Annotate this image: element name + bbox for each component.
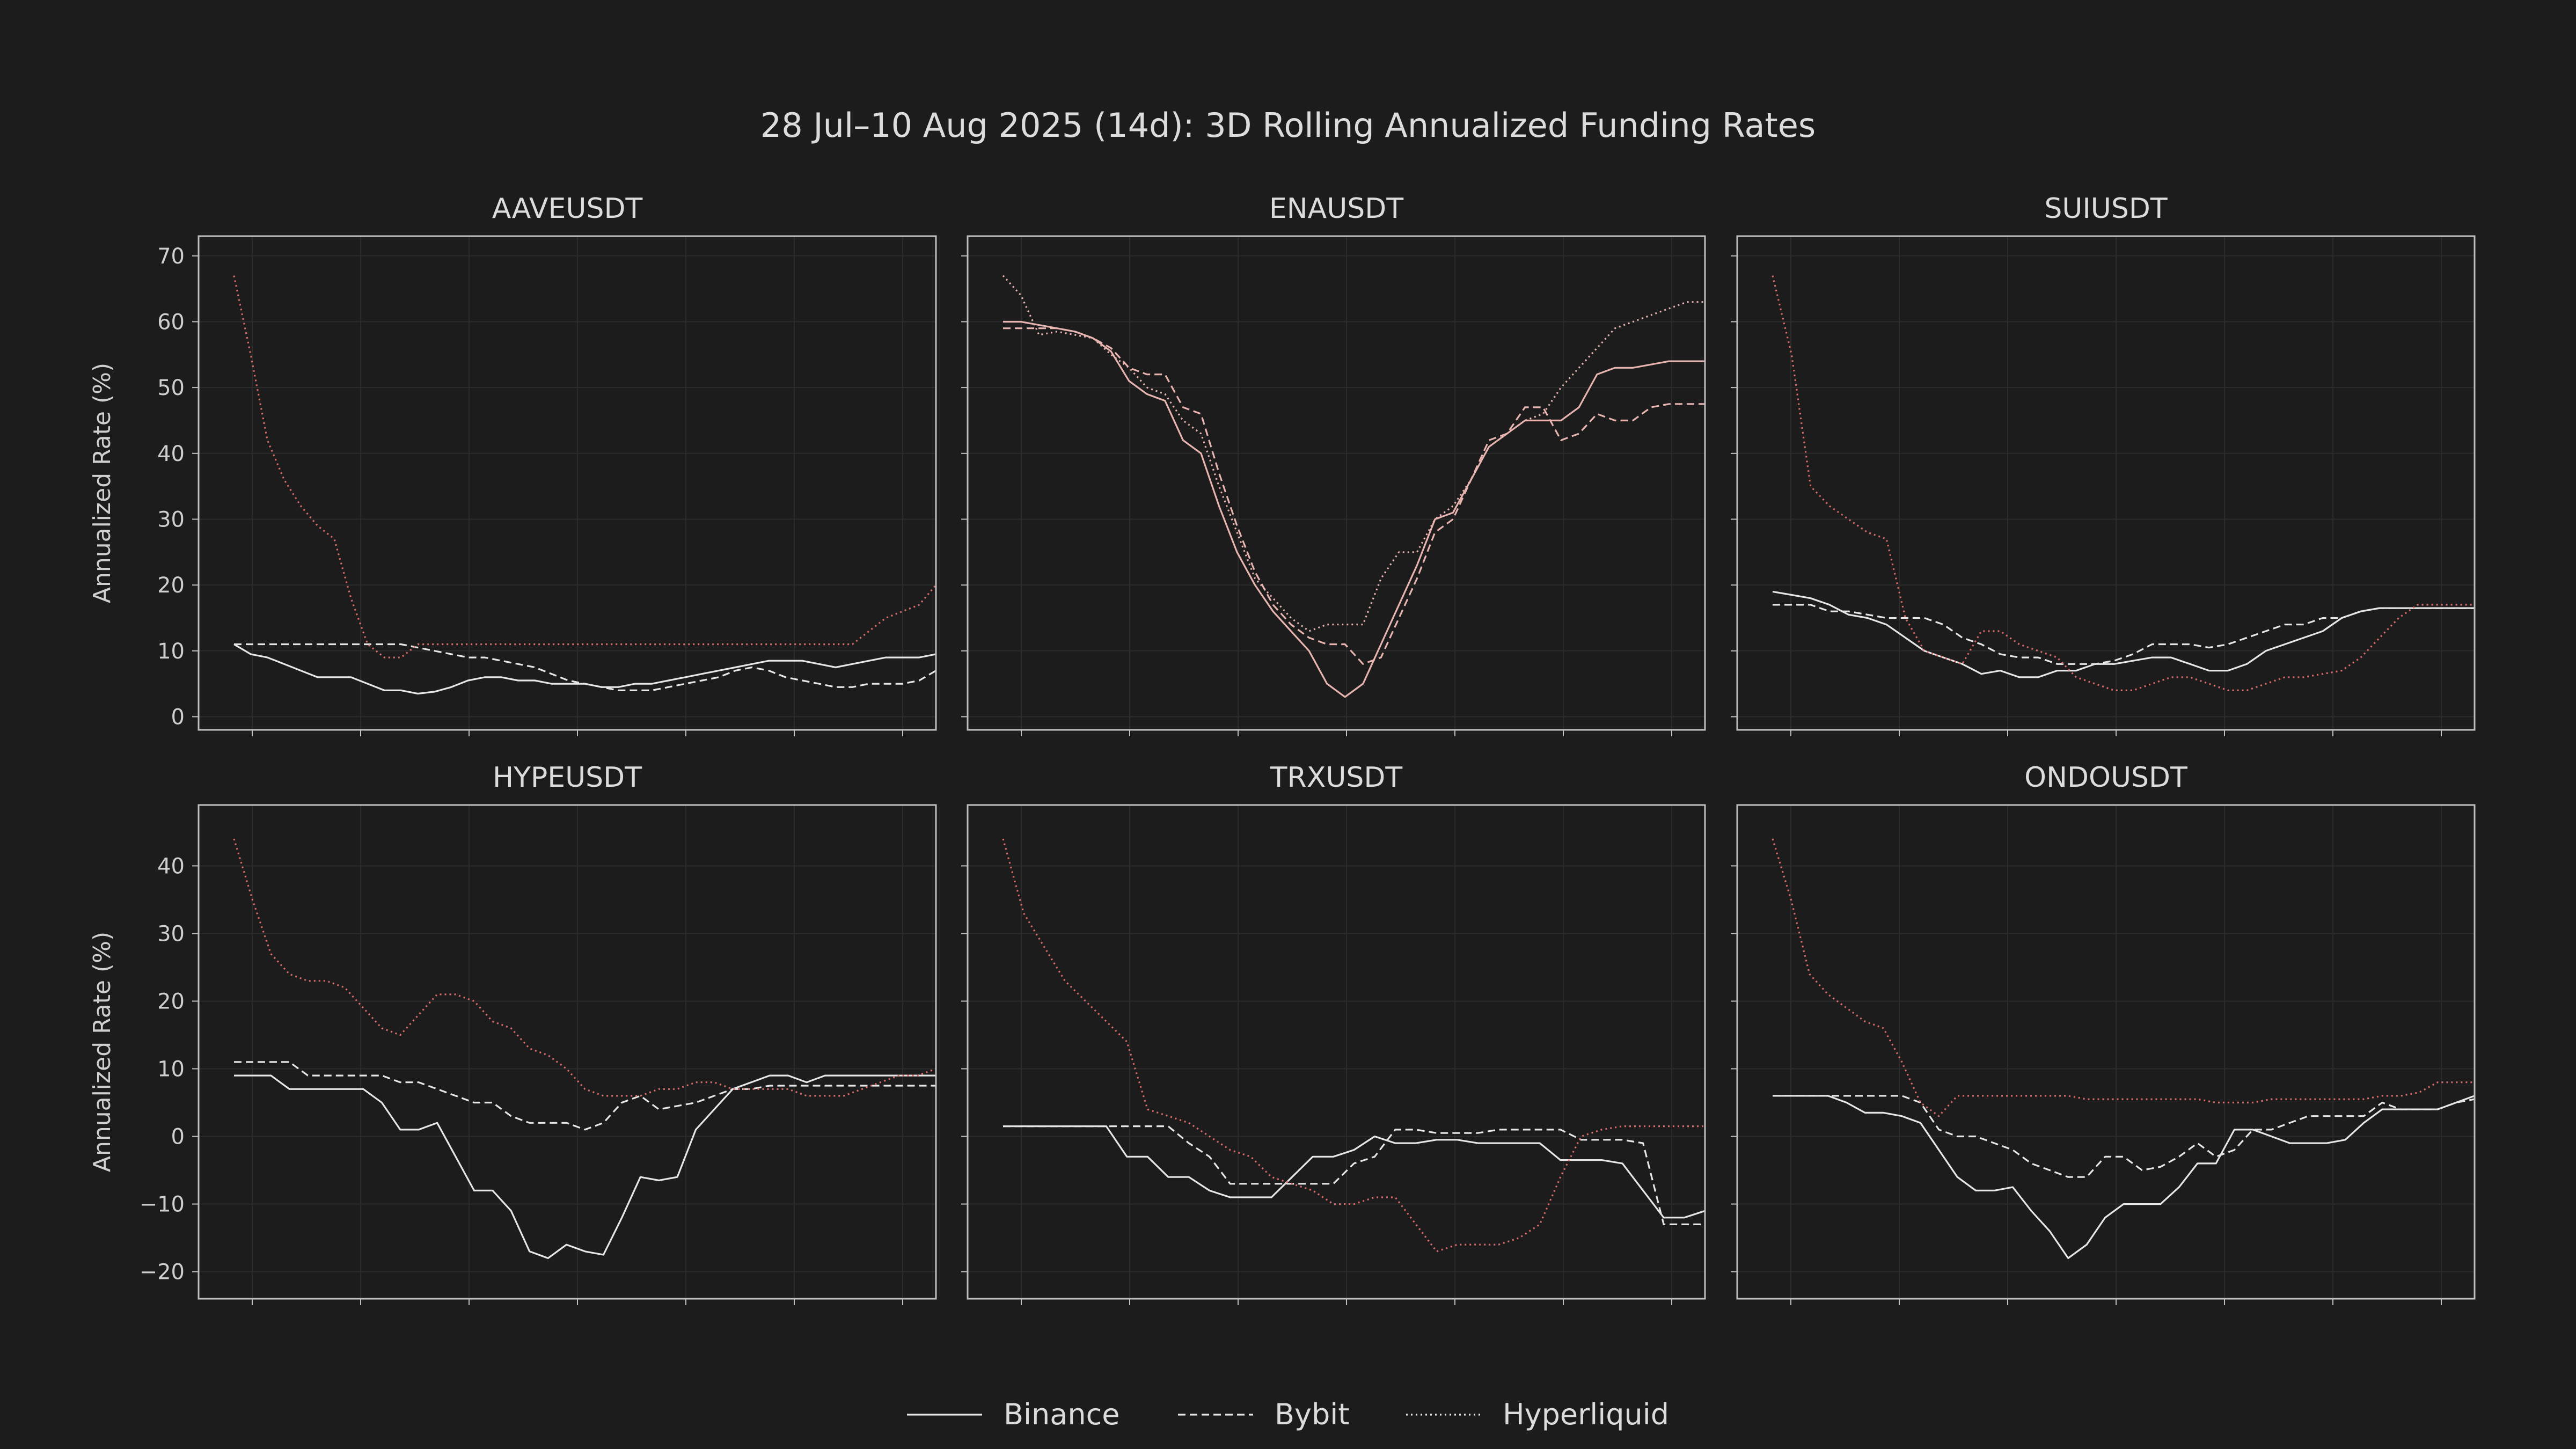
legend-label: Binance xyxy=(1004,1397,1120,1431)
series-line-binance xyxy=(1003,1125,1706,1219)
series-line-bybit xyxy=(234,1061,936,1131)
legend-item-bybit: Bybit xyxy=(1178,1397,1349,1431)
y-tick-label: 50 xyxy=(157,376,185,400)
legend-item-hyperliquid: Hyperliquid xyxy=(1406,1397,1669,1431)
y-tick-label: 0 xyxy=(171,705,185,729)
y-tick-label: 30 xyxy=(157,921,185,946)
legend-item-binance: Binance xyxy=(907,1397,1120,1431)
panel-frame xyxy=(1736,804,2476,1300)
y-tick-label: 20 xyxy=(157,573,185,598)
series-line-binance xyxy=(1003,320,1705,698)
panel-frame xyxy=(197,235,937,731)
y-tick-label: 10 xyxy=(157,1057,185,1082)
panel-ondousdt: ONDOUSDT xyxy=(1731,762,2476,1305)
y-tick-label: 70 xyxy=(157,244,185,269)
panel-frame xyxy=(967,804,1706,1300)
panel-hypeusdt: HYPEUSDT −20 −10 0 10 20 30 40 Annualized Rate (… xyxy=(89,762,937,1305)
y-tick-label: 40 xyxy=(157,854,185,879)
legend: Binance Bybit Hyperliquid xyxy=(907,1397,1669,1431)
panel-title: HYPEUSDT xyxy=(493,762,642,794)
y-axis-label: Annualized Rate (%) xyxy=(89,932,116,1172)
panel-title: AAVEUSDT xyxy=(492,193,643,225)
series-line-binance xyxy=(1772,590,2475,678)
series-line-hyperliquid xyxy=(1772,275,2475,692)
y-tick-label: 20 xyxy=(157,989,185,1014)
panel-suiusdt: SUIUSDT xyxy=(1731,193,2476,736)
series-line-bybit xyxy=(1003,327,1705,665)
figure-title: 28 Jul–10 Aug 2025 (14d): 3D Rolling Ann… xyxy=(760,106,1816,145)
series-line-hyperliquid xyxy=(1002,275,1705,632)
panel-title: ONDOUSDT xyxy=(2024,762,2187,794)
panel-title: ENAUSDT xyxy=(1269,193,1403,225)
panel-aaveusdt: AAVEUSDT 0 10 20 30 40 50 60 70 Annualized Rate (… xyxy=(89,193,937,736)
panel-frame xyxy=(1736,235,2476,731)
y-axis-label: Annualized Rate (%) xyxy=(89,363,116,603)
series-line-bybit xyxy=(1003,1125,1705,1225)
panel-title: SUIUSDT xyxy=(2044,193,2168,225)
panel-title: TRXUSDT xyxy=(1270,762,1403,794)
y-tick-label: 10 xyxy=(157,639,185,664)
panel-frame xyxy=(197,804,937,1300)
y-tick-label: −20 xyxy=(140,1260,185,1285)
series-line-hyperliquid xyxy=(1772,838,2475,1117)
series-line-hyperliquid xyxy=(1002,838,1705,1253)
y-tick-label: 30 xyxy=(157,507,185,532)
panel-frame xyxy=(967,235,1706,731)
y-tick-label: 0 xyxy=(171,1125,185,1150)
panel-trxusdt: TRXUSDT xyxy=(961,762,1706,1305)
series-line-bybit xyxy=(1773,604,2475,665)
series-line-hyperliquid xyxy=(233,275,937,658)
series-line-hyperliquid xyxy=(233,838,936,1097)
series-line-binance xyxy=(234,1074,936,1259)
y-tick-label: 40 xyxy=(157,442,185,466)
legend-label: Bybit xyxy=(1275,1397,1349,1431)
y-tick-label: −10 xyxy=(140,1192,185,1217)
legend-label: Hyperliquid xyxy=(1503,1397,1669,1431)
y-tick-label: 60 xyxy=(157,310,185,334)
panels: AAVEUSDT 0 10 20 30 40 50 60 70 Annualized Rate (… xyxy=(89,193,2476,1305)
panel-enausdt: ENAUSDT xyxy=(961,193,1706,736)
series-line-binance xyxy=(1773,1095,2475,1259)
series-line-bybit xyxy=(234,643,936,692)
